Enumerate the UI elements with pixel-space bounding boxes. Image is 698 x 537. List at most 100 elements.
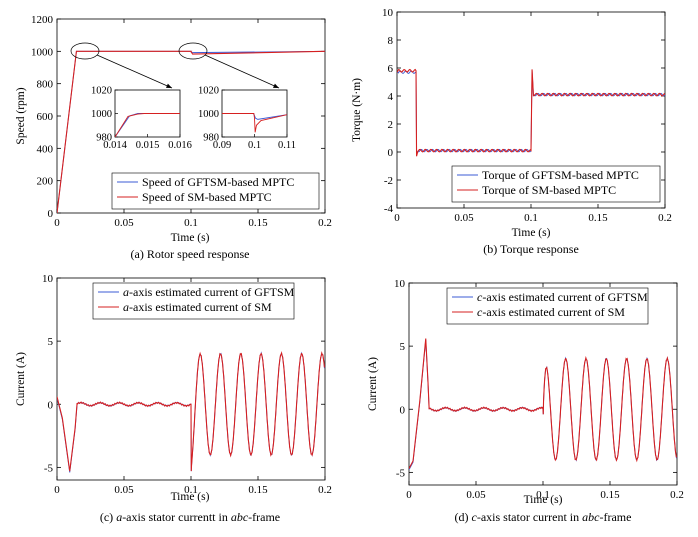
inset-x-tick-label: 0.11 xyxy=(278,140,296,151)
x-tick-label: 0.2 xyxy=(670,489,684,501)
x-tick-label: 0.2 xyxy=(658,212,672,224)
zoom-oval xyxy=(178,42,208,60)
x-tick-label: 0.1 xyxy=(184,484,198,496)
legend-entry: c-axis estimated current of SM xyxy=(477,305,625,319)
y-tick-label: -2 xyxy=(384,175,393,187)
inset-series-line xyxy=(115,113,180,137)
series-line-sm xyxy=(57,50,325,213)
chart-caption: (a) Rotor speed response xyxy=(131,247,250,261)
x-tick-label: 0.2 xyxy=(318,484,332,496)
x-tick-label: 0 xyxy=(54,217,60,229)
y-tick-label: 0 xyxy=(388,147,394,159)
inset-y-tick-label: 980 xyxy=(96,133,112,144)
y-tick-label: 0 xyxy=(48,208,54,220)
legend-entry: Speed of SM-based MPTC xyxy=(142,190,272,204)
series-line-gftsm xyxy=(409,339,677,471)
x-tick-label: 0 xyxy=(54,484,60,496)
x-tick-label: 0.2 xyxy=(318,217,332,229)
x-axis-label: Time (s) xyxy=(524,494,563,506)
chart-b: 0 0.05 0.1 0.15 0.2 -4 -2 0 2 4 6 8 10 Time (s) Torque… xyxy=(351,7,672,256)
y-tick-label: 1200 xyxy=(31,14,54,26)
y-tick-label: 10 xyxy=(42,273,54,285)
zoom-arrowhead xyxy=(273,83,279,88)
chart-caption: (b) Torque response xyxy=(483,242,579,256)
inset-y-tick-label: 1000 xyxy=(91,109,112,120)
y-tick-label: 5 xyxy=(48,336,54,348)
x-tick-label: 0.05 xyxy=(466,489,486,501)
x-tick-label: 0 xyxy=(406,489,412,501)
series-line-sm xyxy=(397,68,665,157)
x-tick-label: 0.1 xyxy=(184,217,198,229)
legend-entry: Speed of GFTSM-based MPTC xyxy=(142,175,294,189)
y-tick-label: 10 xyxy=(382,7,394,19)
y-tick-label: 0 xyxy=(400,404,406,416)
y-tick-label: 800 xyxy=(37,79,54,91)
y-tick-label: 1000 xyxy=(31,46,54,58)
series-line-sm xyxy=(409,338,677,469)
y-axis-label: Current (A) xyxy=(367,357,379,411)
y-tick-label: -4 xyxy=(384,203,394,215)
zoom-arrow xyxy=(204,54,280,89)
x-tick-label: 0.15 xyxy=(248,217,268,229)
x-tick-label: 0 xyxy=(394,212,400,224)
x-tick-label: 0.05 xyxy=(114,217,134,229)
zoom-inset: 0.09 0.1 0.11 980 1000 1020 xyxy=(178,42,296,151)
legend-box xyxy=(451,165,661,203)
y-axis-label: Current (A) xyxy=(15,352,27,406)
y-tick-label: 400 xyxy=(37,143,54,155)
zoom-inset: 0.014 0.015 0.016 980 1000 1020 xyxy=(70,42,192,151)
y-tick-label: 10 xyxy=(394,278,406,290)
x-tick-label: 0.1 xyxy=(536,489,550,501)
chart-caption: (c) a-axis stator currentt in abc-frame xyxy=(100,510,280,524)
y-axis-label: Torque (N·m) xyxy=(351,78,363,142)
inset-y-tick-label: 980 xyxy=(203,133,219,144)
x-tick-label: 0.05 xyxy=(114,484,134,496)
legend-entry: a-axis estimated current of SM xyxy=(123,300,272,314)
inset-y-tick-label: 1020 xyxy=(91,86,112,97)
legend-box xyxy=(92,282,295,320)
x-axis-label: Time (s) xyxy=(171,491,210,503)
inset-x-tick-label: 0.016 xyxy=(168,140,192,151)
inset-x-tick-label: 0.014 xyxy=(103,140,127,151)
y-tick-label: 5 xyxy=(400,341,406,353)
series-line-sm xyxy=(57,350,325,472)
x-tick-label: 0.05 xyxy=(454,212,474,224)
zoom-oval xyxy=(70,42,100,60)
inset-y-tick-label: 1020 xyxy=(198,86,219,97)
y-tick-label: 4 xyxy=(388,91,394,103)
x-axis-label: Time (s) xyxy=(171,232,210,244)
y-tick-label: 6 xyxy=(388,63,394,75)
legend-entry: a-axis estimated current of GFTSM xyxy=(123,285,295,299)
legend: c-axis estimated current of GFTSMc-axis … xyxy=(446,287,649,325)
y-tick-label: -5 xyxy=(44,462,54,474)
y-tick-label: 600 xyxy=(37,111,54,123)
legend-entry: Torque of GFTSM-based MPTC xyxy=(482,168,639,182)
inset-x-tick-label: 0.09 xyxy=(213,140,231,151)
chart-caption: (d) c-axis stator current in abc-frame xyxy=(455,510,632,524)
x-tick-label: 0.15 xyxy=(248,484,268,496)
legend-box xyxy=(446,287,649,325)
legend-box xyxy=(111,172,320,210)
x-tick-label: 0.15 xyxy=(600,489,620,501)
y-tick-label: 200 xyxy=(37,176,54,188)
inset-series-line xyxy=(222,113,287,133)
x-tick-label: 0.15 xyxy=(588,212,608,224)
y-tick-label: 8 xyxy=(388,35,394,47)
zoom-arrow xyxy=(96,54,173,89)
legend-entry: Torque of SM-based MPTC xyxy=(482,183,616,197)
legend: a-axis estimated current of GFTSMa-axis … xyxy=(92,282,295,320)
inset-x-tick-label: 0.015 xyxy=(136,140,160,151)
legend-entry: c-axis estimated current of GFTSM xyxy=(477,290,648,304)
x-axis-label: Time (s) xyxy=(512,227,551,239)
zoom-arrowhead xyxy=(166,83,172,88)
y-tick-label: 0 xyxy=(48,399,54,411)
inset-y-tick-label: 1000 xyxy=(198,109,219,120)
y-tick-label: -5 xyxy=(396,467,406,479)
y-axis-label: Speed (rpm) xyxy=(15,87,27,144)
chart-a: 0 0.05 0.1 0.15 0.2 0 200 400 600 800 1000 1200 Time… xyxy=(15,14,332,261)
